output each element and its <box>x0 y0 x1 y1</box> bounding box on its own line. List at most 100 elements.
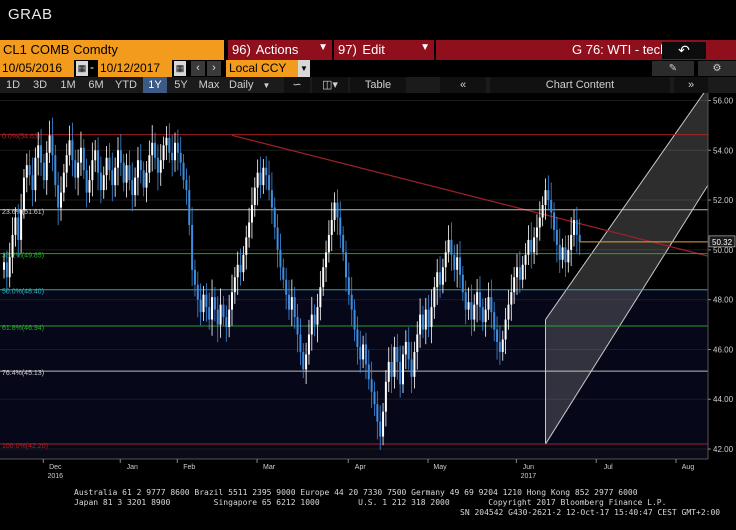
candle-body <box>507 304 510 320</box>
candle-body <box>345 252 347 278</box>
candle-body <box>367 364 370 380</box>
price-chart[interactable]: 0.0%(54.63) 23.6%(51.61) 38.2%(49.85) 50.0%… <box>0 93 736 484</box>
ticker-field[interactable]: CL1 COMB Comdty <box>0 40 224 60</box>
window-title: GRAB <box>8 6 53 23</box>
edit-menu-button[interactable]: 97) Edit ▼ <box>334 40 434 60</box>
x-tick-label: Jun <box>523 464 534 471</box>
candle-body <box>97 150 100 173</box>
table-button[interactable]: Table <box>350 77 406 93</box>
candle-body <box>34 157 37 191</box>
candle-body <box>316 307 319 325</box>
footer: Australia 61 2 9777 8600 Brazil 5511 239… <box>0 484 736 530</box>
candle-body <box>119 150 122 163</box>
candle-body <box>216 309 219 325</box>
chart-title: G 76: WTI - technika <box>436 40 736 60</box>
undo-icon[interactable]: ↶ <box>662 42 706 59</box>
start-date-field[interactable]: 10/05/2016 <box>0 60 74 77</box>
last-price-badge <box>708 235 736 248</box>
period-max-button[interactable]: Max <box>198 79 220 91</box>
candle-body <box>111 170 114 186</box>
channel-upper-line <box>545 93 705 320</box>
chart-grid <box>0 99 708 459</box>
candle-body <box>20 210 23 240</box>
candle-body <box>527 239 530 255</box>
x-tick-label: Jul <box>604 464 613 471</box>
period-1m-button[interactable]: 1M <box>60 79 76 91</box>
candle-body <box>359 346 362 360</box>
candle-body <box>421 314 424 330</box>
candle-body <box>42 162 45 181</box>
candle-body <box>541 205 544 218</box>
x-tick-label: Aug <box>682 464 695 471</box>
period-1d-button[interactable]: 1D <box>5 79 21 91</box>
x-year-label: 2016 <box>48 473 64 480</box>
candle-body <box>553 212 556 230</box>
candle-body <box>231 292 233 310</box>
chart-content-button[interactable]: Chart Content <box>490 77 670 93</box>
candle-body <box>396 346 399 362</box>
candle-body <box>322 267 325 288</box>
candle-body <box>419 314 422 335</box>
regression-channel <box>231 93 736 445</box>
line-chart-icon[interactable]: ∽ <box>284 77 310 93</box>
bottom-shade-band <box>0 449 708 459</box>
candlestick-chart-icon[interactable]: ◫▾ <box>312 77 348 93</box>
candle-body <box>299 334 302 352</box>
expand-icon[interactable]: » <box>674 77 708 93</box>
edit-label: Edit <box>362 42 385 57</box>
y-axis: 42.00 44.00 46.00 48.00 50.00 52.00 54.00 56.00… <box>707 93 736 484</box>
period-ytd-button[interactable]: YTD <box>115 79 137 91</box>
candle-body <box>379 421 382 437</box>
fib-level-label: 0.0%(54.63) <box>2 134 40 141</box>
pencil-icon[interactable]: ✎ <box>652 61 694 76</box>
candle-body <box>242 254 245 273</box>
candle-body <box>148 155 151 173</box>
candle-body <box>94 150 97 161</box>
candle-body <box>342 234 345 253</box>
candle-body <box>487 297 490 310</box>
candle-body <box>211 297 214 320</box>
candle-body <box>114 167 117 186</box>
candle-body <box>128 165 131 181</box>
y-tick-label: 48.00 <box>713 296 734 305</box>
calendar-icon[interactable]: ▦ <box>174 61 186 76</box>
candle-body <box>427 309 430 328</box>
candle-body <box>22 177 25 211</box>
date-range-bar: 10/05/2016 ▦ - 10/12/2017 ▦ ‹ › Local CC… <box>0 42 736 77</box>
candle-body <box>439 272 442 285</box>
candle-body <box>347 277 350 295</box>
candle-body <box>310 314 313 335</box>
candle-body <box>567 249 570 263</box>
candle-body <box>168 137 171 153</box>
frequency-select[interactable]: Daily ▼ <box>226 77 280 93</box>
next-period-button[interactable]: › <box>207 61 221 76</box>
x-tick-label: Mar <box>263 464 276 471</box>
y-tick-label: 56.00 <box>713 96 734 105</box>
candle-body <box>196 284 199 300</box>
candle-body <box>253 187 256 206</box>
candle-body <box>450 239 453 255</box>
candle-body <box>256 172 259 188</box>
candle-body <box>555 229 558 245</box>
gear-icon[interactable]: ⚙ <box>698 61 736 76</box>
candle-body <box>268 175 271 191</box>
actions-menu-button[interactable]: 96) Actions ▼ <box>228 40 332 60</box>
candle-body <box>464 292 467 310</box>
period-3d-button[interactable]: 3D <box>32 79 48 91</box>
end-date-field[interactable]: 10/12/2017 <box>98 60 172 77</box>
candle-body <box>459 257 461 275</box>
candle-body <box>191 224 194 270</box>
period-6m-button[interactable]: 6M <box>88 79 104 91</box>
prev-period-button[interactable]: ‹ <box>191 61 205 76</box>
currency-select[interactable]: Local CCY ▼ <box>226 60 310 77</box>
candle-body <box>245 237 248 255</box>
candle-body <box>327 234 330 253</box>
candle-body <box>57 185 60 208</box>
window-title-bar: GRAB <box>0 0 736 40</box>
calendar-icon[interactable]: ▦ <box>76 61 88 76</box>
candle-body <box>481 307 484 323</box>
candle-body <box>473 304 476 320</box>
period-1y-button[interactable]: 1Y <box>143 77 167 93</box>
period-5y-button[interactable]: 5Y <box>174 79 188 91</box>
collapse-icon[interactable]: « <box>440 77 486 93</box>
